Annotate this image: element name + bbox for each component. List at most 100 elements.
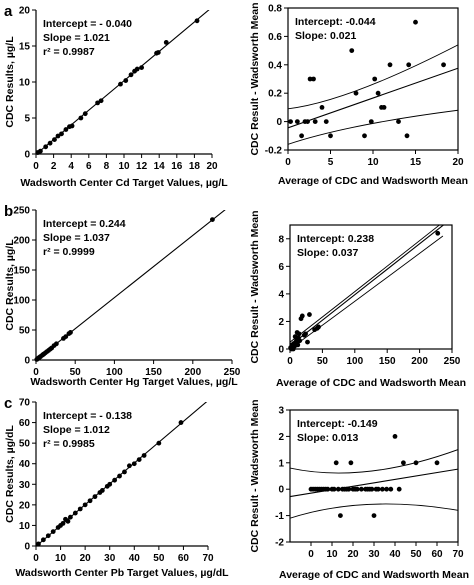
data-point xyxy=(392,434,398,439)
stat-line: Intercept = - 0.040 xyxy=(43,18,132,30)
y-tick-label: -2 xyxy=(275,538,284,549)
data-point xyxy=(371,513,377,518)
data-point xyxy=(131,461,137,467)
data-point xyxy=(78,115,84,121)
x-tick-label: 150 xyxy=(379,356,396,367)
data-point xyxy=(155,50,161,55)
data-point xyxy=(156,440,162,446)
data-point xyxy=(353,90,359,96)
data-point xyxy=(338,513,343,518)
y-tick-label: 0 xyxy=(24,542,30,553)
data-point xyxy=(139,65,145,70)
data-point xyxy=(65,518,71,524)
y-axis-label: CDC Result - Wadsworth Mean xyxy=(249,210,261,363)
data-point xyxy=(55,133,61,139)
data-point xyxy=(296,331,302,337)
data-point xyxy=(348,460,354,466)
data-point xyxy=(372,76,378,82)
data-point xyxy=(297,338,303,344)
data-point xyxy=(87,498,93,504)
data-point xyxy=(60,520,66,526)
x-tick-label: 20 xyxy=(347,549,359,560)
y-tick-label: 0 xyxy=(278,485,284,496)
y-tick-label: 0 xyxy=(276,117,282,128)
y-tick-label: 3 xyxy=(278,406,284,417)
data-point xyxy=(38,148,43,154)
data-point xyxy=(163,40,169,45)
data-point xyxy=(194,18,200,24)
y-axis-label: CDC Results, µg/dL xyxy=(4,425,16,523)
data-point xyxy=(388,486,394,492)
data-point xyxy=(299,133,304,139)
regression-line xyxy=(290,225,445,347)
data-point xyxy=(349,48,355,53)
y-tick-label: 50 xyxy=(19,326,31,337)
data-point xyxy=(295,342,301,348)
data-point xyxy=(210,217,215,223)
data-point xyxy=(53,341,59,347)
x-axis-label: Average of CDC and Wadsworth Mean xyxy=(279,569,469,581)
stat-line: r² = 0.9999 xyxy=(43,246,95,258)
y-tick-label: -0.2 xyxy=(265,146,283,157)
x-tick-label: 4 xyxy=(68,161,74,172)
data-point xyxy=(117,473,122,479)
x-tick-label: 200 xyxy=(184,367,201,378)
x-tick-label: 6 xyxy=(86,161,92,172)
y-tick-label: 2 xyxy=(278,432,284,443)
y-tick-label: 200 xyxy=(13,236,30,247)
x-tick-label: 10 xyxy=(55,553,67,564)
x-tick-label: 14 xyxy=(154,161,166,172)
x-tick-label: 50 xyxy=(317,356,329,367)
x-tick-label: 50 xyxy=(153,553,165,564)
data-point xyxy=(435,230,441,236)
panel-letter: b xyxy=(4,203,13,220)
data-point xyxy=(434,460,440,466)
y-tick-label: 10 xyxy=(19,521,31,532)
x-axis-label: Wadsworth Center Cd Target Values, µg/L xyxy=(20,177,228,189)
x-tick-label: 0 xyxy=(33,367,39,378)
stat-line: Intercept: -0.149 xyxy=(297,418,378,430)
data-point xyxy=(288,119,293,124)
data-point xyxy=(369,486,375,492)
data-point xyxy=(387,62,393,68)
data-point xyxy=(95,100,100,106)
data-point xyxy=(413,19,418,25)
x-tick-label: 20 xyxy=(206,161,218,172)
data-point xyxy=(311,76,316,82)
data-point xyxy=(354,486,360,492)
data-point xyxy=(323,119,329,124)
data-point xyxy=(401,460,406,466)
x-tick-label: 0 xyxy=(287,356,293,367)
x-axis-label: Average of CDC and Wadsworth Mean xyxy=(278,175,468,187)
data-point xyxy=(362,133,367,139)
x-tick-label: 70 xyxy=(452,549,464,560)
data-point xyxy=(305,339,310,345)
data-point xyxy=(331,486,337,492)
x-tick-label: 0 xyxy=(33,553,39,564)
y-tick-label: 2 xyxy=(278,317,284,328)
data-point xyxy=(406,62,412,68)
y-tick-label: 0.4 xyxy=(268,60,282,71)
x-tick-label: 10 xyxy=(326,549,338,560)
x-tick-label: 150 xyxy=(145,367,162,378)
y-tick-label: 70 xyxy=(19,398,31,409)
x-axis-label: Wadsworth Center Hg Target Values, µg/L xyxy=(30,376,238,388)
data-point xyxy=(112,477,118,483)
data-point xyxy=(375,486,381,492)
stat-line: Intercept: 0.238 xyxy=(297,233,374,245)
chart-panel-1: a 0 2 4 6 8 10 12 14 16 18 20 0 5 10 15 20 Wadsworth Cent… xyxy=(4,3,228,189)
stat-line: Slope: 0.013 xyxy=(297,432,358,444)
data-point xyxy=(384,486,389,492)
y-tick-label: 20 xyxy=(19,6,31,17)
regression-line xyxy=(288,67,458,129)
data-point xyxy=(335,486,341,492)
data-point xyxy=(441,62,446,68)
y-tick-label: 20 xyxy=(19,500,31,511)
y-tick-label: -1 xyxy=(275,511,284,522)
x-tick-label: 12 xyxy=(136,161,148,172)
x-tick-label: 50 xyxy=(70,367,82,378)
data-point xyxy=(63,127,69,132)
stat-line: Slope: 0.037 xyxy=(297,247,358,259)
